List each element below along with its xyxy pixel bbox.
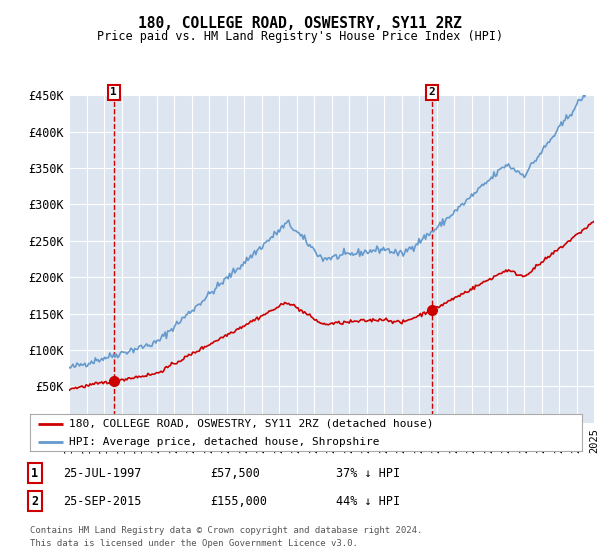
Text: 1: 1 — [31, 466, 38, 480]
Text: This data is licensed under the Open Government Licence v3.0.: This data is licensed under the Open Gov… — [30, 539, 358, 548]
Text: 37% ↓ HPI: 37% ↓ HPI — [336, 466, 400, 480]
Text: £155,000: £155,000 — [210, 494, 267, 508]
Text: HPI: Average price, detached house, Shropshire: HPI: Average price, detached house, Shro… — [68, 437, 379, 447]
Text: 2: 2 — [428, 87, 435, 97]
Text: 180, COLLEGE ROAD, OSWESTRY, SY11 2RZ: 180, COLLEGE ROAD, OSWESTRY, SY11 2RZ — [138, 16, 462, 31]
Text: £57,500: £57,500 — [210, 466, 260, 480]
Text: 44% ↓ HPI: 44% ↓ HPI — [336, 494, 400, 508]
Text: 2: 2 — [31, 494, 38, 508]
Text: 25-SEP-2015: 25-SEP-2015 — [63, 494, 142, 508]
Text: 25-JUL-1997: 25-JUL-1997 — [63, 466, 142, 480]
Text: Price paid vs. HM Land Registry's House Price Index (HPI): Price paid vs. HM Land Registry's House … — [97, 30, 503, 43]
Text: 1: 1 — [110, 87, 117, 97]
Text: 180, COLLEGE ROAD, OSWESTRY, SY11 2RZ (detached house): 180, COLLEGE ROAD, OSWESTRY, SY11 2RZ (d… — [68, 418, 433, 428]
Text: Contains HM Land Registry data © Crown copyright and database right 2024.: Contains HM Land Registry data © Crown c… — [30, 526, 422, 535]
